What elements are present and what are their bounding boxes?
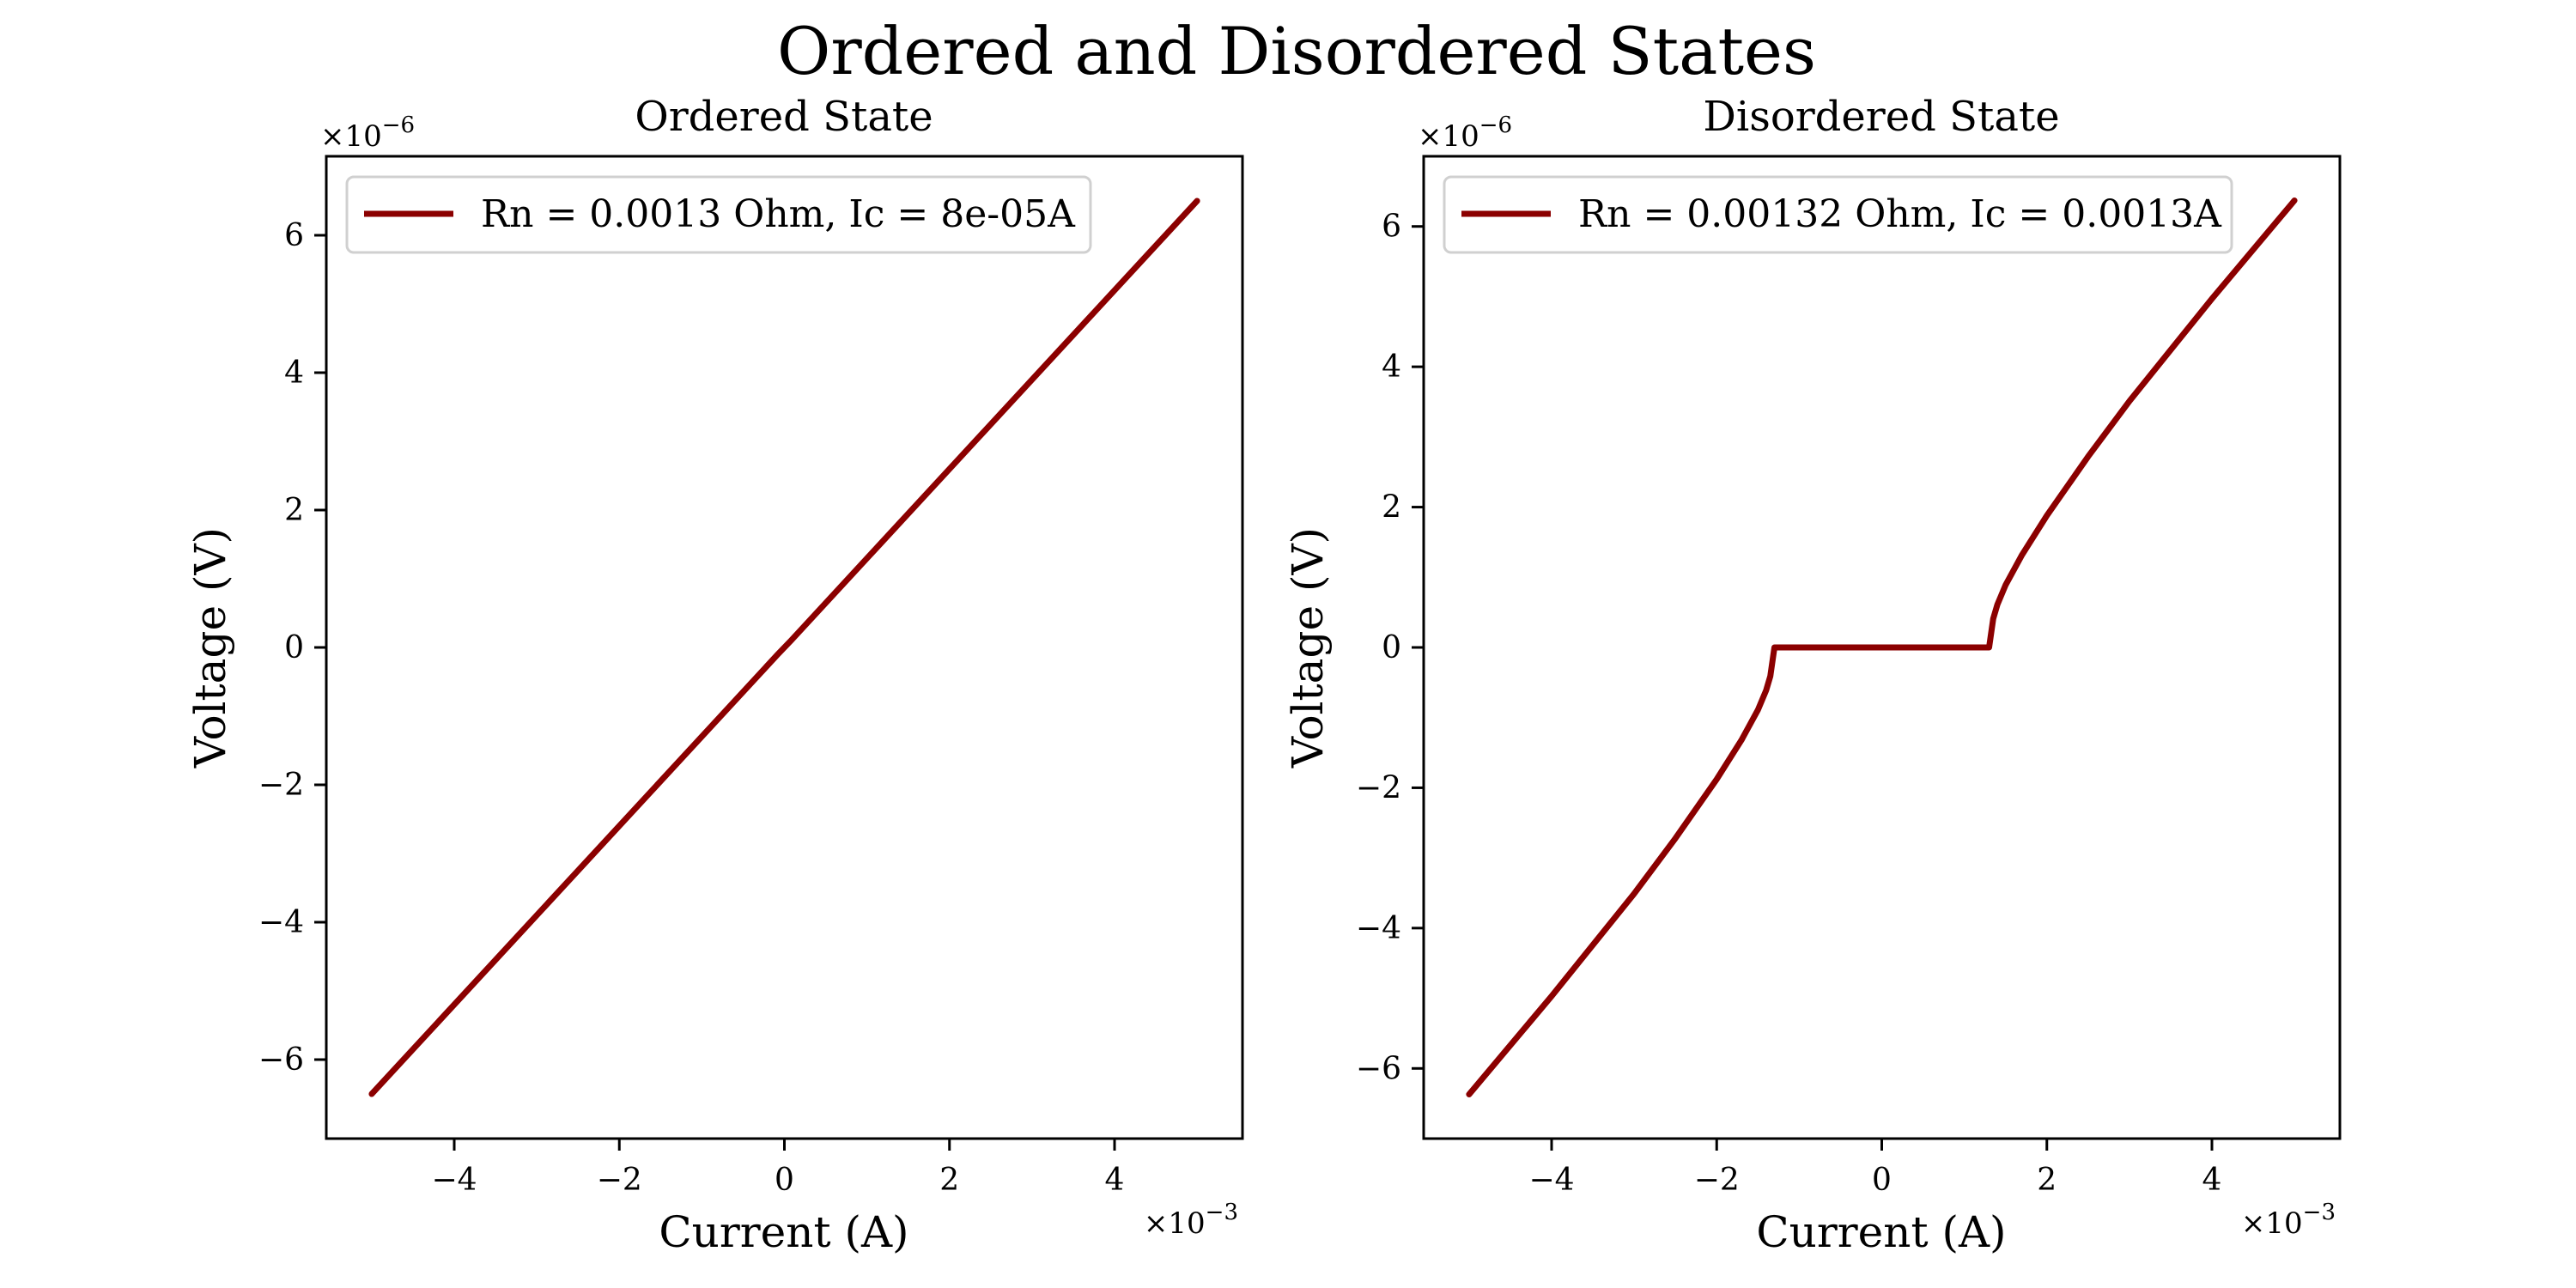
disordered-y-multiplier: ×10−6 — [1418, 112, 1512, 154]
svg-text:×10−6: ×10−6 — [320, 112, 415, 154]
svg-text:×10−3: ×10−3 — [2241, 1200, 2336, 1241]
svg-text:×10−3: ×10−3 — [1144, 1200, 1238, 1241]
disordered-y-tick-label: −4 — [1356, 911, 1401, 946]
disordered-x-axis-label: Current (A) — [1756, 1207, 2006, 1257]
disordered-x-multiplier-base: ×10 — [2241, 1206, 2303, 1241]
ordered-x-tick-label: 0 — [775, 1163, 794, 1198]
ordered-legend-box — [345, 175, 1092, 254]
disordered-y-tick-label: 6 — [1382, 210, 1401, 245]
disordered-series-layer — [1466, 197, 2298, 1097]
ordered-x-multiplier-base: ×10 — [1144, 1206, 1206, 1241]
disordered-legend-box — [1443, 175, 2233, 254]
ordered-x-tick-label: 2 — [939, 1163, 959, 1198]
ordered-y-tick-label: 4 — [284, 355, 304, 391]
svg-text:×10−6: ×10−6 — [1418, 112, 1512, 154]
disordered-legend-label: Rn = 0.00132 Ohm, Ic = 0.0013A — [1578, 192, 2222, 236]
ordered-y-tick-label: −4 — [258, 905, 304, 940]
disordered-plot-title: Disordered State — [1703, 93, 2059, 141]
disordered-x-multiplier: ×10−3 — [2241, 1200, 2336, 1241]
disordered-y-tick-label: −6 — [1356, 1051, 1401, 1086]
disordered-x-ticks: −4 −2 0 2 4 — [1528, 1139, 2221, 1198]
disordered-y-tick-label: 0 — [1382, 630, 1401, 665]
ordered-y-multiplier: ×10−6 — [320, 112, 415, 154]
disordered-y-tick-label: 2 — [1382, 490, 1401, 526]
ordered-x-multiplier-exponent: −3 — [1206, 1200, 1238, 1225]
disordered-x-tick-label: −2 — [1694, 1163, 1740, 1198]
disordered-y-multiplier-exponent: −6 — [1479, 112, 1512, 138]
ordered-y-multiplier-base: ×10 — [320, 119, 382, 154]
disordered-x-tick-label: −4 — [1528, 1163, 1574, 1198]
ordered-x-multiplier: ×10−3 — [1144, 1200, 1238, 1241]
ordered-plot-title: Ordered State — [635, 93, 933, 141]
ordered-y-tick-label: −2 — [258, 768, 304, 803]
ordered-y-axis-label: Voltage (V) — [185, 527, 235, 769]
disordered-state-panel: −4 −2 0 2 4 −6 −4 −2 0 2 4 6 Disordered State Curr… — [1283, 93, 2342, 1257]
ordered-series-line-0 — [368, 197, 1200, 1097]
ordered-legend-label: Rn = 0.0013 Ohm, Ic = 8e-05A — [481, 192, 1076, 236]
ordered-x-tick-label: −2 — [597, 1163, 642, 1198]
ordered-legend: Rn = 0.0013 Ohm, Ic = 8e-05A — [345, 175, 1092, 254]
ordered-x-tick-label: 4 — [1105, 1163, 1125, 1198]
disordered-legend: Rn = 0.00132 Ohm, Ic = 0.0013A — [1443, 175, 2233, 254]
figure-title: Ordered and Disordered States — [777, 13, 1816, 89]
ordered-x-axis-label: Current (A) — [659, 1207, 908, 1257]
disordered-x-multiplier-exponent: −3 — [2303, 1200, 2336, 1225]
disordered-y-axis-label: Voltage (V) — [1283, 527, 1333, 769]
ordered-y-multiplier-exponent: −6 — [382, 112, 415, 138]
disordered-y-tick-label: 4 — [1382, 349, 1401, 385]
disordered-x-tick-label: 4 — [2202, 1163, 2222, 1198]
ordered-series-layer — [368, 197, 1200, 1097]
ordered-y-ticks: −6 −4 −2 0 2 4 6 — [258, 218, 326, 1078]
ordered-x-tick-label: −4 — [431, 1163, 477, 1198]
disordered-x-tick-label: 0 — [1872, 1163, 1892, 1198]
disordered-series-line-0 — [1466, 197, 2298, 1097]
ordered-y-tick-label: 0 — [284, 630, 304, 665]
disordered-y-multiplier-base: ×10 — [1418, 119, 1479, 154]
disordered-y-tick-label: −2 — [1356, 770, 1401, 805]
ordered-y-tick-label: 6 — [284, 218, 304, 253]
ordered-y-tick-label: 2 — [284, 493, 304, 528]
ordered-x-ticks: −4 −2 0 2 4 — [431, 1139, 1124, 1198]
ordered-state-panel: −4 −2 0 2 4 −6 −4 −2 0 2 4 6 Ordered State Current… — [185, 93, 1244, 1257]
disordered-x-tick-label: 2 — [2037, 1163, 2057, 1198]
ordered-y-tick-label: −6 — [258, 1042, 304, 1078]
disordered-y-ticks: −6 −4 −2 0 2 4 6 — [1356, 210, 1424, 1086]
